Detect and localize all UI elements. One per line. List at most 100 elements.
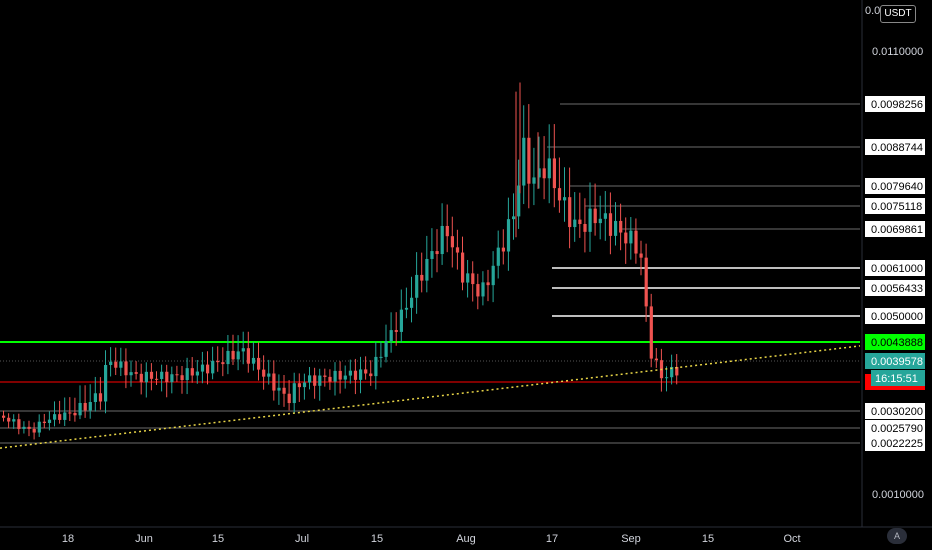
candle-body bbox=[639, 253, 643, 258]
candle-body bbox=[614, 220, 618, 236]
candle-body bbox=[211, 360, 215, 374]
candle-body bbox=[190, 368, 194, 376]
auto-scale-button[interactable]: A bbox=[887, 528, 907, 544]
candle-body bbox=[445, 225, 449, 237]
candle-body bbox=[195, 371, 199, 376]
candle-body bbox=[593, 208, 597, 224]
candlestick-series bbox=[2, 82, 679, 440]
time-tick-label: 15 bbox=[212, 533, 224, 545]
candle-body bbox=[404, 307, 409, 310]
svg-text:16:15:51: 16:15:51 bbox=[875, 373, 918, 385]
candle-body bbox=[476, 284, 480, 297]
candle-body bbox=[129, 372, 133, 376]
candle-body bbox=[292, 383, 296, 404]
svg-text:0.0061000: 0.0061000 bbox=[871, 263, 923, 275]
candle-body bbox=[654, 358, 658, 361]
price-level-label: 0.0079640 bbox=[865, 178, 925, 194]
candle-body bbox=[68, 412, 72, 414]
candle-body bbox=[649, 306, 653, 359]
trendline[interactable] bbox=[0, 345, 861, 449]
candle-body bbox=[557, 188, 562, 201]
candle-body bbox=[608, 213, 613, 236]
candle-body bbox=[532, 177, 536, 184]
candle-body bbox=[675, 366, 679, 376]
candle-body bbox=[185, 368, 189, 381]
countdown-label: 16:15:51 bbox=[871, 370, 925, 386]
ascending-trendline[interactable] bbox=[0, 345, 861, 449]
candle-body bbox=[415, 274, 419, 298]
candle-body bbox=[17, 419, 21, 429]
candle-body bbox=[63, 412, 67, 420]
candle-body bbox=[670, 366, 674, 378]
svg-text:0.0022225: 0.0022225 bbox=[871, 438, 923, 450]
candle-body bbox=[359, 369, 363, 380]
candle-body bbox=[603, 213, 607, 219]
price-level-label: 0.0050000 bbox=[865, 308, 925, 324]
time-tick-label: 15 bbox=[371, 533, 383, 545]
candle-body bbox=[241, 348, 245, 352]
candle-body bbox=[277, 387, 281, 391]
candle-body bbox=[155, 378, 159, 380]
candle-body bbox=[369, 373, 373, 377]
svg-text:0.0030200: 0.0030200 bbox=[871, 406, 923, 418]
candle-body bbox=[353, 370, 358, 380]
candle-body bbox=[573, 219, 577, 228]
time-axis[interactable]: 18 Jun 15 Jul 15 Aug 17 Sep 15 Oct bbox=[0, 526, 932, 545]
svg-text:0.0043888: 0.0043888 bbox=[871, 337, 923, 349]
candle-body bbox=[27, 426, 31, 429]
candle-body bbox=[7, 417, 11, 422]
candle-body bbox=[231, 350, 235, 360]
candle-body bbox=[364, 369, 368, 374]
candle-body bbox=[302, 382, 307, 388]
candle-body bbox=[323, 375, 327, 377]
candle-body bbox=[394, 330, 398, 332]
svg-text:0.0075118: 0.0075118 bbox=[871, 201, 922, 213]
candle-body bbox=[160, 371, 164, 379]
candle-body bbox=[338, 370, 342, 380]
price-tick-label: 0.0010000 bbox=[872, 489, 924, 501]
candle-body bbox=[328, 376, 332, 382]
candle-body bbox=[665, 377, 669, 379]
candle-body bbox=[517, 185, 521, 217]
candle-body bbox=[384, 341, 388, 357]
candle-body bbox=[175, 374, 179, 376]
candle-body bbox=[124, 361, 128, 376]
time-tick-label: 18 bbox=[62, 533, 74, 545]
candle-body bbox=[313, 375, 317, 386]
candle-body bbox=[216, 360, 220, 363]
time-tick-label: Oct bbox=[783, 533, 800, 545]
candle-body bbox=[501, 247, 505, 252]
candle-body bbox=[53, 414, 57, 420]
candle-body bbox=[318, 375, 322, 386]
svg-text:0.0039578: 0.0039578 bbox=[871, 356, 923, 368]
price-level-label: 0.0043888 bbox=[865, 334, 925, 350]
candle-body bbox=[486, 282, 490, 286]
time-tick-label: Jul bbox=[295, 533, 309, 545]
candle-body bbox=[481, 282, 485, 297]
candle-body bbox=[568, 197, 572, 228]
candle-body bbox=[435, 251, 439, 255]
svg-text:0.0098256: 0.0098256 bbox=[871, 99, 923, 111]
candle-body bbox=[547, 158, 551, 179]
candle-body bbox=[629, 230, 633, 244]
candle-body bbox=[144, 371, 148, 383]
svg-text:0.0050000: 0.0050000 bbox=[871, 311, 923, 323]
candle-body bbox=[134, 372, 138, 374]
candle-body bbox=[527, 137, 531, 184]
candle-body bbox=[343, 375, 347, 380]
candle-body bbox=[226, 350, 230, 365]
candle-body bbox=[450, 236, 454, 248]
candle-body bbox=[496, 247, 500, 266]
candle-body bbox=[624, 232, 628, 244]
candle-body bbox=[200, 364, 205, 372]
candle-body bbox=[98, 393, 103, 402]
candle-body bbox=[537, 168, 541, 178]
price-axis[interactable]: 0.00982560.00887440.00796400.00751180.00… bbox=[861, 0, 925, 527]
candle-body bbox=[619, 220, 623, 233]
candle-body bbox=[267, 373, 271, 377]
candle-body bbox=[32, 428, 36, 433]
candle-body bbox=[348, 370, 352, 376]
candle-body bbox=[297, 383, 301, 388]
currency-badge[interactable]: USDT bbox=[880, 5, 916, 23]
